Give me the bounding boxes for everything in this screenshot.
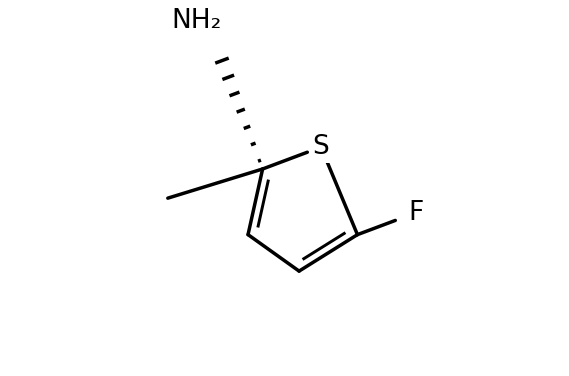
Text: F: F [408,200,423,226]
Text: NH₂: NH₂ [172,8,222,34]
Text: S: S [312,134,329,160]
